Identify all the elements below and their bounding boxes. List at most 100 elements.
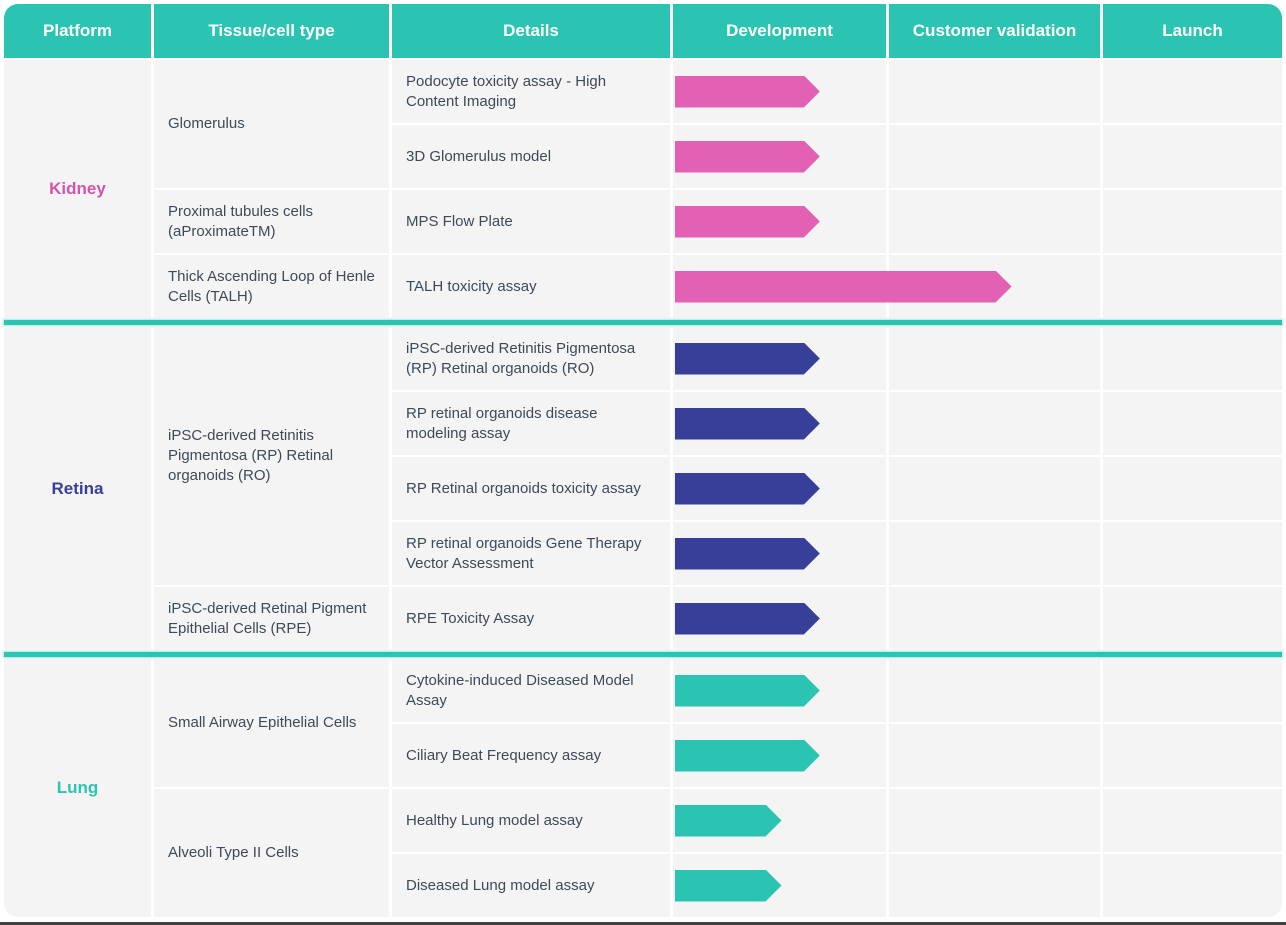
stage-cell-customer-validation xyxy=(889,327,1100,390)
stage-cell-development xyxy=(673,392,886,455)
stage-cell-launch xyxy=(1103,125,1282,188)
stage-cell-customer-validation xyxy=(889,190,1100,253)
stage-cell-customer-validation xyxy=(889,659,1100,722)
progress-arrow xyxy=(675,740,820,772)
stage-cell-development xyxy=(673,60,886,123)
tissue-cell: Proximal tubules cells (aProximateTM) xyxy=(154,190,389,253)
stage-cell-development xyxy=(673,724,886,787)
section-divider xyxy=(4,320,1282,325)
progress-arrow xyxy=(675,538,820,570)
stage-cell-launch xyxy=(1103,522,1282,585)
platform-cell-kidney: Kidney xyxy=(4,60,151,318)
tissue-cell: Glomerulus xyxy=(154,60,389,188)
stage-cell-development xyxy=(673,190,886,253)
detail-cell: RPE Toxicity Assay xyxy=(392,587,670,650)
pipeline-roadmap-table: Platform Tissue/cell type Details Develo… xyxy=(4,4,1282,917)
col-header-customer-validation: Customer validation xyxy=(889,4,1100,58)
assay-name: TALH toxicity assay xyxy=(406,277,537,295)
tissue-cell: Alveoli Type II Cells xyxy=(154,789,389,917)
detail-cell: TALH toxicity assay xyxy=(392,255,670,318)
platform-label: Lung xyxy=(56,778,99,797)
bottom-edge-bar xyxy=(0,922,1286,925)
stage-cell-launch xyxy=(1103,60,1282,123)
detail-cell: MPS Flow Plate xyxy=(392,190,670,253)
tissue-name: Thick Ascending Loop of Henle Cells (TAL… xyxy=(168,267,375,305)
stage-cell-customer-validation xyxy=(889,724,1100,787)
assay-name: Ciliary Beat Frequency assay xyxy=(406,746,602,764)
stage-cell-development xyxy=(673,789,886,852)
assay-name: RPE Toxicity Assay xyxy=(406,609,535,627)
assay-name: Healthy Lung model assay xyxy=(406,811,583,829)
stage-cell-launch xyxy=(1103,659,1282,722)
assay-name: MPS Flow Plate xyxy=(406,212,513,230)
stage-cell-launch xyxy=(1103,587,1282,650)
detail-cell: Cytokine-induced Diseased Model Assay xyxy=(392,659,670,722)
detail-cell: RP retinal organoids Gene Therapy Vector… xyxy=(392,522,670,585)
stage-cell-development xyxy=(673,854,886,917)
platform-cell-lung: Lung xyxy=(4,659,151,917)
assay-name: Cytokine-induced Diseased Model Assay xyxy=(406,671,634,709)
detail-cell: iPSC-derived Retinitis Pigmentosa (RP) R… xyxy=(392,327,670,390)
detail-cell: Healthy Lung model assay xyxy=(392,789,670,852)
progress-arrow xyxy=(675,473,820,505)
stage-cell-development xyxy=(673,255,886,318)
stage-cell-customer-validation xyxy=(889,457,1100,520)
progress-arrow xyxy=(675,675,820,707)
tissue-cell: iPSC-derived Retinal Pigment Epithelial … xyxy=(154,587,389,650)
assay-name: RP Retinal organoids toxicity assay xyxy=(406,479,641,497)
tissue-cell: Thick Ascending Loop of Henle Cells (TAL… xyxy=(154,255,389,318)
stage-cell-launch xyxy=(1103,255,1282,318)
platform-label: Retina xyxy=(51,478,104,498)
progress-arrow xyxy=(675,141,820,173)
stage-cell-customer-validation xyxy=(889,60,1100,123)
assay-name: Diseased Lung model assay xyxy=(406,876,595,894)
tissue-name: iPSC-derived Retinitis Pigmentosa (RP) R… xyxy=(168,427,334,484)
detail-cell: Ciliary Beat Frequency assay xyxy=(392,724,670,787)
stage-cell-customer-validation xyxy=(889,522,1100,585)
col-header-development: Development xyxy=(673,4,886,58)
stage-cell-launch xyxy=(1103,457,1282,520)
progress-arrow xyxy=(675,271,1012,303)
stage-cell-development xyxy=(673,125,886,188)
progress-arrow xyxy=(675,870,782,902)
stage-cell-development xyxy=(673,587,886,650)
section-divider xyxy=(4,652,1282,657)
tissue-name: Glomerulus xyxy=(168,115,245,133)
tissue-cell: iPSC-derived Retinitis Pigmentosa (RP) R… xyxy=(154,327,389,585)
stage-cell-launch xyxy=(1103,854,1282,917)
assay-name: RP retinal organoids Gene Therapy Vector… xyxy=(406,534,642,572)
stage-cell-customer-validation xyxy=(889,789,1100,852)
col-header-platform: Platform xyxy=(4,4,151,58)
platform-cell-retina: Retina xyxy=(4,327,151,650)
stage-cell-customer-validation xyxy=(889,587,1100,650)
detail-cell: Podocyte toxicity assay - High Content I… xyxy=(392,60,670,123)
assay-name: 3D Glomerulus model xyxy=(406,147,552,165)
tissue-name: Alveoli Type II Cells xyxy=(168,844,299,862)
detail-cell: RP retinal organoids disease modeling as… xyxy=(392,392,670,455)
progress-arrow xyxy=(675,343,820,375)
tissue-name: Proximal tubules cells (aProximateTM) xyxy=(168,202,314,240)
stage-cell-development xyxy=(673,659,886,722)
stage-cell-customer-validation xyxy=(889,854,1100,917)
stage-cell-launch xyxy=(1103,724,1282,787)
assay-name: Podocyte toxicity assay - High Content I… xyxy=(406,72,607,110)
tissue-cell: Small Airway Epithelial Cells xyxy=(154,659,389,787)
col-header-launch: Launch xyxy=(1103,4,1282,58)
stage-cell-launch xyxy=(1103,190,1282,253)
platform-label: Kidney xyxy=(49,179,106,198)
stage-cell-launch xyxy=(1103,789,1282,852)
stage-cell-launch xyxy=(1103,392,1282,455)
stage-cell-development xyxy=(673,327,886,390)
stage-cell-customer-validation xyxy=(889,125,1100,188)
progress-arrow xyxy=(675,206,820,238)
progress-arrow xyxy=(675,805,782,837)
col-header-tissue-cell-type: Tissue/cell type xyxy=(154,4,389,58)
progress-arrow xyxy=(675,408,820,440)
progress-arrow xyxy=(675,603,820,635)
tissue-name: Small Airway Epithelial Cells xyxy=(168,714,357,732)
stage-cell-customer-validation xyxy=(889,392,1100,455)
detail-cell: Diseased Lung model assay xyxy=(392,854,670,917)
assay-name: RP retinal organoids disease modeling as… xyxy=(406,404,598,442)
detail-cell: 3D Glomerulus model xyxy=(392,125,670,188)
progress-arrow xyxy=(675,76,820,108)
